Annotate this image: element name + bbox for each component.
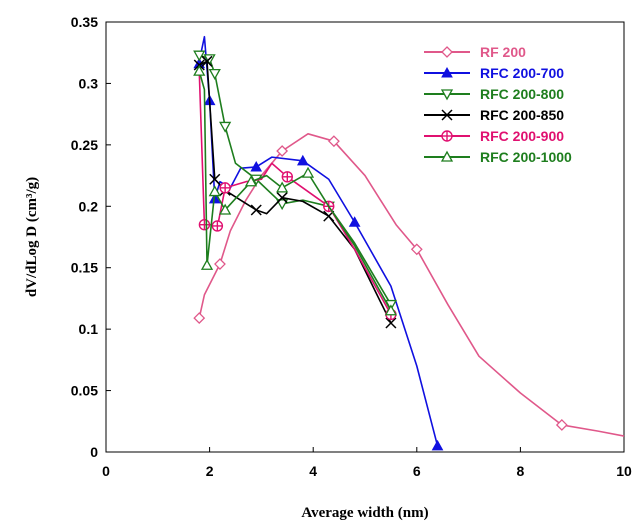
marker-stroke	[209, 173, 221, 185]
data-point	[384, 304, 398, 316]
data-point	[348, 216, 361, 227]
legend-label: RFC 200-800	[480, 86, 564, 102]
marker-stroke	[276, 192, 288, 204]
data-point	[281, 171, 293, 183]
series-rf-200	[193, 133, 625, 437]
data-point	[250, 204, 262, 216]
legend-entry-rf-200: RF 200	[424, 44, 526, 60]
legend-entry-rfc-200-900: RFC 200-900	[424, 128, 564, 144]
y-tick-label: 0.35	[71, 14, 98, 30]
data-point	[555, 419, 568, 431]
legend-marker	[441, 130, 453, 142]
data-point	[276, 192, 288, 204]
legend-marker	[441, 109, 453, 121]
series-line-rf-200	[198, 133, 625, 437]
series-line-rfc-200-850	[198, 60, 392, 324]
x-tick-label: 4	[309, 463, 317, 479]
data-point	[296, 154, 309, 166]
data-point	[431, 439, 444, 451]
y-tick-label: 0.1	[79, 321, 99, 337]
data-point	[276, 181, 289, 193]
y-axis-title: dV/dLog D (cm³/g)	[24, 177, 40, 297]
data-point	[198, 219, 211, 231]
data-point	[211, 220, 224, 232]
data-point	[193, 64, 206, 76]
data-point	[328, 135, 340, 148]
x-tick-label: 8	[517, 463, 525, 479]
data-point	[385, 317, 397, 329]
legend-entry-rfc-200-850: RFC 200-850	[424, 107, 564, 123]
data-point	[276, 145, 289, 157]
plot-area	[105, 21, 625, 453]
x-tick-label: 6	[413, 463, 421, 479]
data-point	[201, 55, 213, 67]
legend-label: RF 200	[480, 44, 526, 60]
legend-label: RFC 200-850	[480, 107, 564, 123]
data-point	[219, 182, 231, 194]
legend-label: RFC 200-1000	[480, 149, 572, 165]
x-tick-label: 0	[102, 463, 110, 479]
legend-entry-rfc-200-800: RFC 200-800	[424, 86, 564, 102]
series-rfc-200-1000	[193, 64, 398, 316]
data-point	[276, 199, 289, 211]
legend-marker	[440, 89, 454, 101]
y-tick-label: 0.05	[71, 383, 98, 399]
series-layer	[193, 35, 625, 451]
data-point	[219, 121, 232, 133]
data-point	[208, 68, 221, 80]
data-point	[209, 173, 221, 185]
y-tick-label: 0.15	[71, 260, 98, 276]
data-point	[219, 203, 232, 215]
legend-label: RFC 200-900	[480, 128, 564, 144]
data-point	[200, 258, 214, 270]
y-tick-label: 0.2	[79, 198, 99, 214]
legend: RF 200 RFC 200-700 RFC 200-800 RFC 200-850 R…	[424, 44, 572, 165]
x-tick-label: 10	[616, 463, 632, 479]
axes: 0 2 4 6 8 10 0 0.05 0.1 0.15 0.2 0.25 0.3 0.35	[71, 14, 632, 479]
data-point	[193, 312, 206, 325]
marker-stroke	[250, 204, 262, 216]
marker-stroke	[385, 317, 397, 329]
series-line-rfc-200-1000	[198, 70, 392, 312]
y-tick-label: 0	[90, 444, 98, 460]
data-point	[193, 50, 206, 62]
data-point	[244, 175, 258, 187]
legend-marker	[441, 66, 453, 78]
y-tick-label: 0.25	[71, 137, 98, 153]
data-point	[250, 160, 263, 172]
legend-entry-rfc-200-1000: RFC 200-1000	[424, 149, 572, 165]
x-axis-title: Average width (nm)	[301, 505, 428, 521]
data-point	[301, 166, 315, 178]
data-point	[410, 243, 423, 256]
marker-stroke	[201, 55, 213, 67]
legend-marker	[441, 46, 453, 58]
data-point	[208, 185, 221, 197]
legend-label: RFC 200-700	[480, 65, 564, 81]
marker-stroke	[441, 109, 453, 121]
x-tick-label: 2	[206, 463, 214, 479]
y-tick-label: 0.3	[79, 75, 99, 91]
data-point	[214, 258, 226, 270]
legend-marker	[440, 150, 454, 162]
legend-entry-rfc-200-700: RFC 200-700	[424, 65, 564, 81]
